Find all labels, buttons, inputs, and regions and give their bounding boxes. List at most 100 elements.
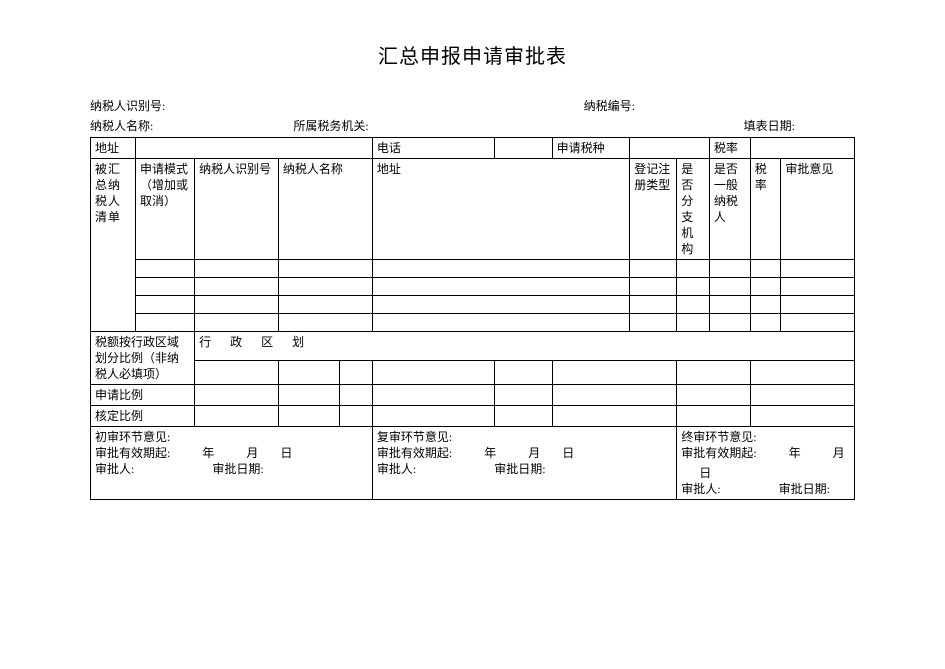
second-valid-from-label: 审批有效期起: xyxy=(377,445,452,461)
address-value xyxy=(135,138,372,159)
tax-type-value xyxy=(630,138,710,159)
list-row xyxy=(91,260,855,278)
final-valid-from-label: 审批有效期起: xyxy=(681,445,756,461)
cell xyxy=(278,314,372,332)
cell xyxy=(552,360,677,384)
form-page: 汇总申报申请审批表 纳税人识别号: 纳税编号: 纳税人名称: 所属税务机关: 填… xyxy=(0,0,945,500)
cell xyxy=(677,260,710,278)
cell xyxy=(677,406,751,427)
cell xyxy=(278,278,372,296)
col-taxpayer-id: 纳税人识别号 xyxy=(195,159,279,260)
cell xyxy=(781,314,855,332)
meta-row-2: 纳税人名称: 所属税务机关: 填表日期: xyxy=(90,117,855,135)
cell xyxy=(278,260,372,278)
cell xyxy=(195,314,279,332)
second-approver-label: 审批人: xyxy=(377,461,416,477)
final-review-title: 终审环节意见: xyxy=(681,429,756,445)
col-rate: 税率 xyxy=(750,159,781,260)
cell xyxy=(709,314,750,332)
second-approve-date-label: 审批日期: xyxy=(494,461,545,477)
cell xyxy=(750,314,781,332)
final-review-block: 终审环节意见: 审批有效期起: 年 月 日 审批人: 审批日期: xyxy=(677,427,855,500)
cell xyxy=(630,296,677,314)
info-row: 地址 电话 申请税种 税率 xyxy=(91,138,855,159)
cell xyxy=(195,360,279,384)
cell xyxy=(630,260,677,278)
cell xyxy=(781,260,855,278)
cell xyxy=(195,278,279,296)
col-reg-type: 登记注册类型 xyxy=(630,159,677,260)
year-unit: 年 xyxy=(789,445,801,461)
cell xyxy=(372,278,629,296)
year-unit: 年 xyxy=(202,445,214,461)
final-approver-label: 审批人: xyxy=(681,481,720,497)
phone-label: 电话 xyxy=(372,138,495,159)
cell xyxy=(750,260,781,278)
cell xyxy=(552,406,677,427)
region-cols-row xyxy=(91,360,855,384)
apply-ratio-label: 申请比例 xyxy=(91,385,195,406)
cell xyxy=(552,385,677,406)
first-review-title: 初审环节意见: xyxy=(95,429,170,445)
cell xyxy=(135,278,194,296)
cell xyxy=(677,385,751,406)
cell xyxy=(372,385,495,406)
first-approver-label: 审批人: xyxy=(95,461,134,477)
cell xyxy=(709,260,750,278)
cell xyxy=(495,385,552,406)
approved-ratio-label: 核定比例 xyxy=(91,406,195,427)
phone-value xyxy=(495,138,552,159)
apply-ratio-row: 申请比例 xyxy=(91,385,855,406)
tax-rate-label: 税率 xyxy=(709,138,750,159)
cell xyxy=(372,360,495,384)
cell xyxy=(630,314,677,332)
cell xyxy=(781,278,855,296)
fill-date-label: 填表日期: xyxy=(744,117,855,135)
first-review-block: 初审环节意见: 审批有效期起: 年 月 日 审批人: 审批日期: xyxy=(91,427,373,500)
region-header-label: 行 政 区 划 xyxy=(195,332,855,361)
cell xyxy=(630,278,677,296)
final-approve-date-label: 审批日期: xyxy=(779,481,830,497)
tax-authority-label: 所属税务机关: xyxy=(293,117,368,135)
cell xyxy=(677,314,710,332)
cell xyxy=(135,260,194,278)
tax-rate-value xyxy=(750,138,854,159)
col-address: 地址 xyxy=(372,159,629,260)
page-title: 汇总申报申请审批表 xyxy=(90,40,855,69)
cell xyxy=(340,385,373,406)
day-unit: 日 xyxy=(562,445,574,461)
meta-row-1: 纳税人识别号: 纳税编号: xyxy=(90,97,855,115)
month-unit: 月 xyxy=(833,445,845,461)
year-unit: 年 xyxy=(484,445,496,461)
cell xyxy=(495,406,552,427)
cell xyxy=(135,314,194,332)
list-row xyxy=(91,278,855,296)
month-unit: 月 xyxy=(246,445,258,461)
list-group-label: 被汇总纳税人清单 xyxy=(91,159,136,332)
cell xyxy=(278,385,339,406)
cell xyxy=(750,360,854,384)
main-table: 地址 电话 申请税种 税率 被汇总纳税人清单 申请模式（增加或取消） 纳税人识别… xyxy=(90,137,855,500)
cell xyxy=(195,406,279,427)
cell xyxy=(750,406,854,427)
cell xyxy=(709,296,750,314)
cell xyxy=(278,406,339,427)
cell xyxy=(372,406,495,427)
cell xyxy=(278,360,339,384)
cell xyxy=(278,296,372,314)
first-approve-date-label: 审批日期: xyxy=(212,461,263,477)
taxpayer-name-label: 纳税人名称: xyxy=(90,117,153,135)
region-group-label: 税额按行政区域划分比例（非纳税人必填项） xyxy=(91,332,195,385)
month-unit: 月 xyxy=(528,445,540,461)
cell xyxy=(195,385,279,406)
day-unit: 日 xyxy=(699,465,711,481)
second-review-title: 复审环节意见: xyxy=(377,429,452,445)
col-is-branch: 是否分支机构 xyxy=(677,159,710,260)
cell xyxy=(677,278,710,296)
col-opinion: 审批意见 xyxy=(781,159,855,260)
cell xyxy=(750,385,854,406)
cell xyxy=(750,296,781,314)
list-row xyxy=(91,314,855,332)
second-review-block: 复审环节意见: 审批有效期起: 年 月 日 审批人: 审批日期: xyxy=(372,427,676,500)
cell xyxy=(340,406,373,427)
